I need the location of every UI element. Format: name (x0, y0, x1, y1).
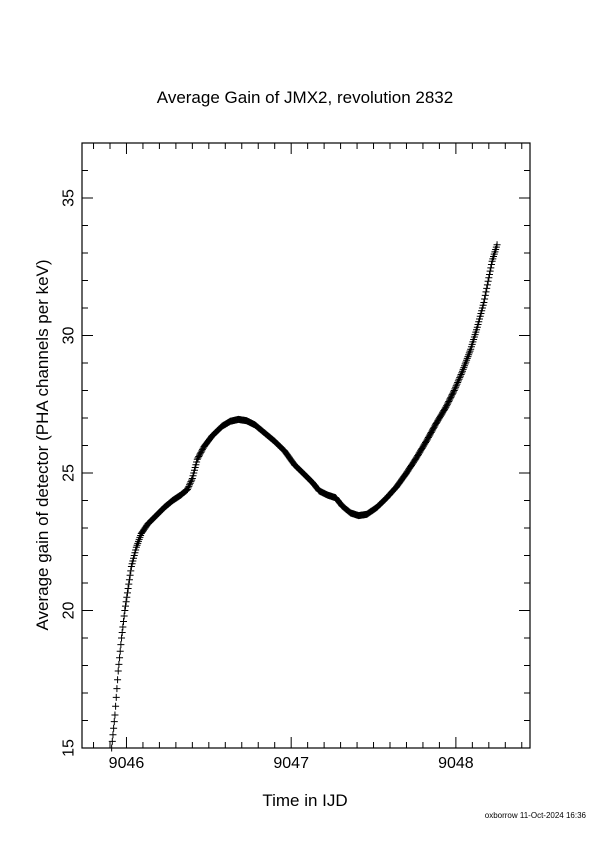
data-point (483, 281, 491, 289)
data-point (450, 388, 458, 396)
data-point (487, 264, 495, 272)
data-point (123, 593, 131, 601)
data-point (452, 383, 460, 391)
chart-title: Average Gain of JMX2, revolution 2832 (157, 88, 453, 107)
data-point (485, 270, 493, 278)
data-point (484, 277, 492, 285)
data-point (460, 364, 468, 372)
data-point (185, 482, 193, 490)
data-point (116, 647, 124, 655)
data-point (186, 479, 194, 487)
data-point (123, 589, 131, 597)
data-point (118, 629, 126, 636)
data-point (110, 718, 118, 726)
data-point (485, 274, 493, 282)
data-point (464, 353, 472, 361)
data-point (452, 382, 460, 390)
data-point (120, 618, 128, 625)
data-point (454, 378, 462, 386)
data-point (118, 634, 126, 642)
data-point (483, 284, 491, 292)
axis-ticks (82, 142, 530, 749)
x-axis-label: Time in IJD (262, 791, 347, 810)
y-tick-label: 30 (61, 327, 78, 345)
data-point (120, 612, 128, 620)
data-point (455, 375, 463, 383)
y-tick-label: 20 (61, 602, 78, 620)
data-point (114, 667, 122, 675)
data-point (125, 580, 133, 588)
data-point (184, 484, 192, 492)
data-point (116, 654, 124, 662)
data-point (112, 693, 120, 701)
y-tick-label: 25 (61, 464, 78, 482)
data-point (481, 295, 489, 303)
data-point (122, 598, 130, 606)
data-point (451, 385, 459, 393)
data-point (462, 358, 470, 366)
data-point (117, 641, 125, 649)
data-point (481, 291, 489, 299)
x-tick-label: 9046 (109, 755, 145, 772)
data-point (121, 602, 129, 610)
data-point (493, 241, 501, 249)
x-tick-label: 9047 (273, 755, 309, 772)
data-point (127, 567, 135, 575)
data-point (108, 737, 116, 745)
footer-stamp: oxborrow 11-Oct-2024 16:36 (485, 811, 587, 820)
y-tick-label: 35 (61, 189, 78, 207)
data-point (113, 685, 121, 693)
data-point (187, 478, 195, 486)
data-point (453, 380, 461, 388)
data-point (183, 486, 191, 493)
tick-labels: 9046 9047 9048 15 20 25 30 35 (61, 189, 474, 772)
data-point (457, 370, 465, 378)
data-point (126, 571, 134, 579)
data-point (454, 377, 462, 385)
data-point (188, 476, 196, 484)
data-point (482, 288, 490, 296)
data-point (186, 481, 194, 489)
data-point (115, 660, 123, 668)
data-point (486, 267, 494, 275)
data-point (487, 261, 495, 269)
data-point (458, 369, 466, 377)
data-point (119, 623, 127, 631)
data-point (111, 711, 119, 719)
y-tick-label: 15 (61, 739, 78, 757)
y-axis-label: Average gain of detector (PHA channels p… (33, 259, 52, 630)
data-point (450, 387, 458, 394)
data-point (125, 576, 133, 584)
data-points (108, 241, 501, 752)
data-point (121, 607, 129, 614)
data-point (466, 347, 474, 355)
data-point (456, 374, 464, 382)
data-point (114, 676, 122, 684)
data-point (480, 299, 488, 306)
data-point (109, 731, 117, 739)
data-point (112, 702, 120, 710)
data-point (456, 372, 464, 380)
data-point (124, 585, 132, 592)
data-point (110, 724, 118, 732)
x-tick-label: 9048 (438, 755, 474, 772)
plot-frame (81, 142, 531, 749)
